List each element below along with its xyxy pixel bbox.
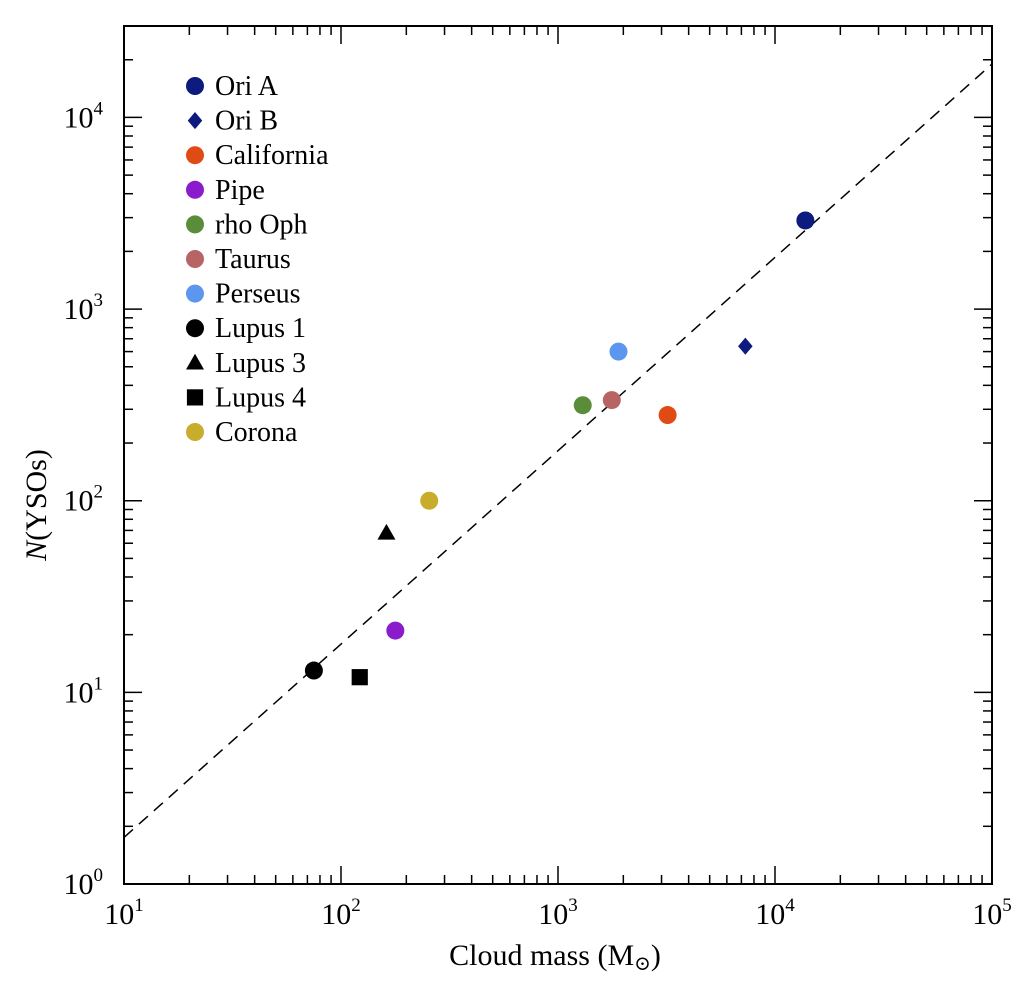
- fit-line: [123, 63, 993, 838]
- data-points: [304, 211, 815, 686]
- data-point-california: [658, 406, 677, 425]
- data-point-perseus: [609, 342, 628, 361]
- y-tick-label: 103: [64, 290, 104, 326]
- legend-marker-ori-a: [186, 77, 204, 95]
- data-point-pipe: [386, 621, 405, 640]
- legend-label: Lupus 1: [215, 313, 306, 344]
- data-point-lupus-3: [377, 523, 396, 540]
- y-tick-label: 101: [64, 673, 104, 709]
- legend-marker-rho-oph: [186, 215, 204, 234]
- legend-label: Lupus 4: [215, 382, 306, 413]
- x-axis-label: Cloud mass (M⊙): [449, 939, 661, 975]
- legend-marker-lupus-1: [186, 319, 204, 338]
- legend-label: Pipe: [215, 175, 265, 206]
- legend-label: Ori A: [215, 71, 279, 102]
- legend-label: Taurus: [215, 244, 291, 275]
- legend-marker-lupus-4: [186, 389, 204, 406]
- data-point-taurus: [602, 391, 621, 410]
- legend-marker-corona: [186, 423, 204, 441]
- x-tick-label: 102: [321, 895, 361, 931]
- legend-label: California: [215, 140, 329, 171]
- x-tick-label: 103: [538, 895, 578, 931]
- data-point-corona: [420, 491, 439, 510]
- x-tick-label: 101: [104, 895, 144, 931]
- legend-marker-california: [186, 146, 204, 165]
- legend-marker-perseus: [186, 284, 204, 303]
- data-point-ori-b: [738, 337, 753, 355]
- legend-marker-lupus-3: [186, 353, 204, 370]
- y-axis-label: N(YSOs): [20, 449, 53, 562]
- data-point-lupus-1: [304, 661, 323, 680]
- y-tick-label: 104: [64, 98, 104, 134]
- legend-label: rho Oph: [215, 209, 308, 240]
- legend-label: Perseus: [215, 279, 301, 310]
- legend-marker-taurus: [186, 250, 204, 268]
- legend-marker-ori-b: [187, 112, 203, 130]
- plot-frame: [123, 25, 993, 885]
- y-tick-label: 100: [64, 865, 104, 901]
- legend-marker-pipe: [186, 180, 204, 199]
- data-point-ori-a: [796, 211, 815, 230]
- y-tick-label: 102: [64, 482, 104, 518]
- x-tick-label: 104: [755, 895, 795, 931]
- legend-label: Corona: [215, 417, 298, 448]
- legend-label: Ori B: [215, 106, 278, 137]
- legend-label: Lupus 3: [215, 348, 306, 379]
- x-tick-label: 105: [972, 895, 1012, 931]
- data-point-rho-oph: [573, 396, 592, 415]
- data-point-lupus-4: [351, 669, 368, 686]
